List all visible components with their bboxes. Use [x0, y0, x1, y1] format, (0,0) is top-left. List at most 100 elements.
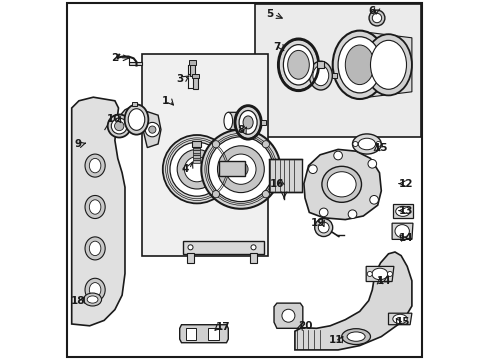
- Text: 6: 6: [368, 6, 375, 16]
- Ellipse shape: [89, 283, 101, 297]
- Text: 5: 5: [265, 9, 273, 19]
- Text: 9: 9: [75, 139, 81, 149]
- Ellipse shape: [85, 237, 105, 260]
- Ellipse shape: [365, 34, 411, 95]
- Bar: [193, 150, 200, 153]
- Ellipse shape: [89, 200, 101, 214]
- Text: 12: 12: [398, 179, 413, 189]
- Polygon shape: [72, 97, 125, 326]
- Polygon shape: [366, 266, 393, 282]
- Ellipse shape: [394, 225, 408, 238]
- Circle shape: [318, 222, 328, 233]
- Circle shape: [107, 114, 130, 138]
- Text: 11: 11: [328, 335, 343, 345]
- Polygon shape: [142, 54, 267, 256]
- Ellipse shape: [83, 293, 102, 306]
- Ellipse shape: [312, 66, 328, 86]
- Circle shape: [250, 245, 256, 250]
- Ellipse shape: [341, 329, 370, 345]
- Text: 7: 7: [273, 42, 280, 52]
- Circle shape: [347, 210, 356, 219]
- Bar: [186, 328, 196, 340]
- Bar: [331, 73, 336, 78]
- Ellipse shape: [235, 106, 260, 139]
- Ellipse shape: [243, 116, 253, 129]
- Polygon shape: [294, 252, 411, 350]
- Circle shape: [163, 135, 231, 203]
- Circle shape: [217, 146, 264, 193]
- Ellipse shape: [283, 45, 313, 85]
- Polygon shape: [183, 241, 264, 254]
- Bar: [219, 161, 244, 176]
- Ellipse shape: [124, 104, 148, 135]
- Ellipse shape: [89, 158, 101, 173]
- Text: 15: 15: [373, 143, 388, 153]
- Circle shape: [368, 10, 384, 26]
- Circle shape: [314, 219, 332, 237]
- Polygon shape: [392, 204, 412, 218]
- Polygon shape: [303, 149, 381, 220]
- Circle shape: [375, 141, 380, 147]
- Bar: [190, 63, 194, 76]
- Circle shape: [201, 130, 280, 209]
- Circle shape: [212, 190, 219, 198]
- Bar: [193, 155, 200, 158]
- Ellipse shape: [278, 40, 318, 90]
- Polygon shape: [228, 112, 258, 130]
- Ellipse shape: [224, 112, 232, 130]
- Polygon shape: [186, 253, 194, 263]
- Text: 10: 10: [107, 114, 121, 124]
- Bar: [193, 157, 200, 160]
- Text: 2: 2: [111, 53, 118, 63]
- Ellipse shape: [371, 268, 387, 280]
- Ellipse shape: [345, 45, 373, 85]
- Text: 1: 1: [162, 96, 168, 106]
- Text: 13: 13: [398, 206, 413, 216]
- Polygon shape: [273, 303, 302, 328]
- Circle shape: [308, 165, 317, 174]
- Bar: [193, 147, 200, 150]
- Bar: [189, 60, 196, 65]
- Bar: [260, 120, 266, 125]
- Ellipse shape: [352, 134, 381, 154]
- Circle shape: [148, 126, 156, 133]
- Ellipse shape: [239, 111, 257, 134]
- Bar: [193, 77, 197, 89]
- Circle shape: [111, 118, 127, 134]
- Ellipse shape: [321, 166, 361, 202]
- Circle shape: [170, 142, 224, 196]
- Circle shape: [366, 271, 371, 276]
- Text: 3: 3: [176, 74, 183, 84]
- Text: 18: 18: [71, 296, 85, 306]
- Circle shape: [184, 157, 209, 182]
- Text: 16: 16: [269, 179, 284, 189]
- Circle shape: [225, 154, 256, 184]
- Circle shape: [177, 149, 216, 189]
- Bar: [317, 61, 323, 68]
- Circle shape: [212, 141, 219, 148]
- Polygon shape: [387, 313, 411, 325]
- Ellipse shape: [332, 31, 386, 99]
- Circle shape: [187, 245, 193, 250]
- Ellipse shape: [287, 50, 309, 79]
- Ellipse shape: [85, 278, 105, 301]
- Ellipse shape: [128, 109, 144, 130]
- Text: 19: 19: [310, 218, 325, 228]
- Circle shape: [369, 195, 378, 204]
- Ellipse shape: [87, 296, 98, 303]
- Circle shape: [319, 208, 327, 217]
- Ellipse shape: [346, 332, 365, 341]
- Circle shape: [371, 13, 381, 23]
- Text: 15: 15: [395, 317, 409, 327]
- Bar: [208, 328, 218, 340]
- Bar: [192, 74, 199, 78]
- Ellipse shape: [358, 138, 375, 150]
- Polygon shape: [359, 31, 411, 98]
- Circle shape: [282, 309, 294, 322]
- Ellipse shape: [370, 40, 406, 89]
- Text: 20: 20: [297, 321, 312, 331]
- Text: 14: 14: [398, 233, 413, 243]
- Circle shape: [262, 190, 269, 198]
- Circle shape: [262, 141, 269, 148]
- Text: 4: 4: [181, 164, 188, 174]
